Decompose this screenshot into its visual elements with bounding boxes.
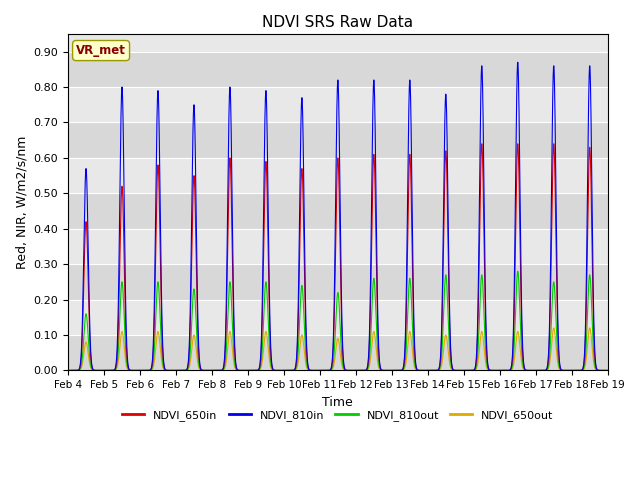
- Bar: [68, 122, 607, 158]
- Bar: [68, 300, 607, 335]
- Bar: [68, 193, 607, 229]
- Bar: [68, 264, 607, 300]
- Bar: [68, 34, 607, 52]
- Bar: [68, 87, 607, 122]
- Legend: NDVI_650in, NDVI_810in, NDVI_810out, NDVI_650out: NDVI_650in, NDVI_810in, NDVI_810out, NDV…: [118, 406, 558, 425]
- Bar: [68, 52, 607, 87]
- Bar: [68, 158, 607, 193]
- X-axis label: Time: Time: [323, 396, 353, 408]
- Y-axis label: Red, NIR, W/m2/s/nm: Red, NIR, W/m2/s/nm: [15, 135, 28, 269]
- Title: NDVI SRS Raw Data: NDVI SRS Raw Data: [262, 15, 413, 30]
- Bar: [68, 335, 607, 371]
- Bar: [68, 229, 607, 264]
- Text: VR_met: VR_met: [76, 44, 126, 57]
